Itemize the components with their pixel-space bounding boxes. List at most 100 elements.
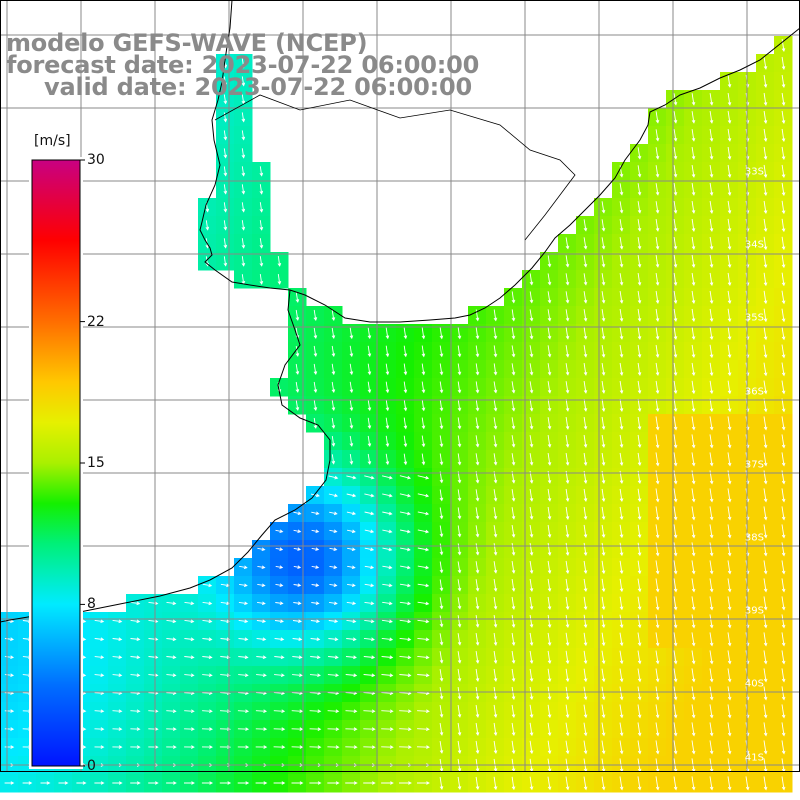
wind-arrow bbox=[781, 488, 786, 503]
wind-arrow bbox=[763, 668, 768, 683]
wind-arrow bbox=[691, 578, 696, 593]
wind-arrow bbox=[363, 727, 376, 731]
wind-arrow bbox=[439, 381, 444, 394]
wind-arrow bbox=[619, 416, 624, 430]
wind-arrow bbox=[709, 776, 714, 791]
wind-arrow bbox=[565, 291, 570, 304]
wind-arrow bbox=[763, 686, 768, 701]
wind-arrow bbox=[781, 524, 786, 539]
wind-arrow bbox=[293, 511, 302, 516]
wind-arrow bbox=[237, 745, 250, 749]
wind-arrow bbox=[547, 524, 552, 538]
wind-arrow bbox=[511, 453, 516, 466]
wind-arrow bbox=[311, 529, 320, 534]
wind-arrow bbox=[493, 399, 498, 412]
wind-arrow bbox=[583, 273, 588, 286]
wind-arrow bbox=[493, 327, 498, 340]
wind-arrow bbox=[112, 673, 123, 678]
wind-arrow bbox=[148, 745, 159, 749]
wind-arrow bbox=[655, 614, 660, 629]
wind-arrow bbox=[763, 380, 768, 395]
wind-arrow bbox=[310, 655, 321, 660]
wind-arrow bbox=[184, 601, 195, 606]
wind-arrow bbox=[237, 727, 250, 731]
wind-arrow bbox=[727, 290, 732, 304]
wind-arrow bbox=[547, 614, 552, 629]
wind-arrow bbox=[637, 452, 642, 467]
wind-arrow bbox=[241, 238, 246, 249]
wind-arrow bbox=[547, 776, 552, 791]
wind-arrow bbox=[148, 601, 159, 606]
wind-arrow bbox=[781, 236, 786, 251]
wind-arrow bbox=[148, 655, 159, 660]
wind-arrow bbox=[565, 596, 570, 611]
wind-arrow bbox=[511, 561, 516, 574]
wind-arrow bbox=[94, 673, 105, 678]
wind-arrow bbox=[583, 614, 588, 629]
wind-arrow bbox=[565, 740, 570, 755]
wind-arrow bbox=[565, 453, 570, 466]
wind-arrow bbox=[709, 704, 714, 719]
wind-arrow bbox=[727, 668, 732, 683]
wind-arrow bbox=[328, 619, 339, 624]
wind-arrow bbox=[673, 776, 678, 791]
wind-arrow bbox=[673, 632, 678, 647]
wind-arrow bbox=[691, 236, 696, 250]
wind-arrow bbox=[709, 308, 714, 323]
wind-arrow bbox=[148, 727, 159, 731]
wind-arrow bbox=[673, 380, 678, 395]
wind-arrow bbox=[439, 345, 444, 358]
wind-arrow bbox=[381, 709, 394, 714]
wind-arrow bbox=[637, 219, 642, 232]
wind-arrow bbox=[583, 345, 588, 358]
wind-arrow bbox=[565, 399, 570, 412]
wind-arrow bbox=[439, 435, 444, 448]
wind-arrow bbox=[637, 434, 642, 449]
wind-arrow bbox=[417, 601, 430, 606]
wind-arrow bbox=[547, 417, 552, 430]
wind-arrow bbox=[292, 619, 302, 624]
wind-arrow bbox=[565, 632, 570, 647]
wind-arrow bbox=[511, 399, 516, 412]
wind-arrow bbox=[709, 111, 714, 124]
wind-arrow bbox=[385, 435, 390, 448]
wind-arrow bbox=[601, 596, 606, 611]
wind-arrow bbox=[691, 308, 696, 323]
wind-arrow bbox=[328, 475, 339, 480]
wind-arrow bbox=[529, 489, 534, 502]
wind-arrow bbox=[727, 488, 732, 503]
wind-arrow bbox=[201, 727, 213, 731]
wind-arrow bbox=[565, 542, 570, 557]
wind-arrow bbox=[255, 727, 268, 731]
wind-arrow bbox=[673, 111, 678, 124]
wind-arrow bbox=[4, 655, 15, 660]
wind-arrow bbox=[709, 398, 714, 413]
wind-arrow bbox=[346, 493, 357, 498]
wind-arrow bbox=[673, 254, 678, 268]
wind-arrow bbox=[655, 362, 660, 377]
wind-arrow bbox=[727, 164, 732, 178]
wind-arrow bbox=[399, 619, 412, 624]
wind-arrow bbox=[583, 560, 588, 575]
wind-arrow bbox=[691, 560, 696, 575]
wind-arrow bbox=[637, 722, 642, 737]
wind-arrow bbox=[493, 561, 498, 574]
wind-arrow bbox=[148, 637, 159, 642]
wind-arrow bbox=[709, 236, 714, 250]
wind-arrow bbox=[112, 619, 123, 624]
wind-arrow bbox=[417, 637, 430, 642]
wind-arrow bbox=[223, 220, 228, 231]
wind-arrow bbox=[547, 722, 552, 737]
wind-arrow bbox=[673, 129, 678, 142]
wind-arrow bbox=[727, 362, 732, 377]
wind-arrow bbox=[529, 704, 534, 719]
wind-arrow bbox=[583, 524, 588, 539]
wind-arrow bbox=[763, 434, 768, 449]
wind-arrow bbox=[781, 632, 786, 647]
wind-arrow bbox=[493, 776, 498, 791]
wind-arrow bbox=[655, 506, 660, 521]
wind-arrow bbox=[421, 345, 426, 358]
wind-arrow bbox=[547, 632, 552, 647]
wind-arrow bbox=[238, 655, 249, 660]
wind-arrow bbox=[565, 237, 570, 250]
